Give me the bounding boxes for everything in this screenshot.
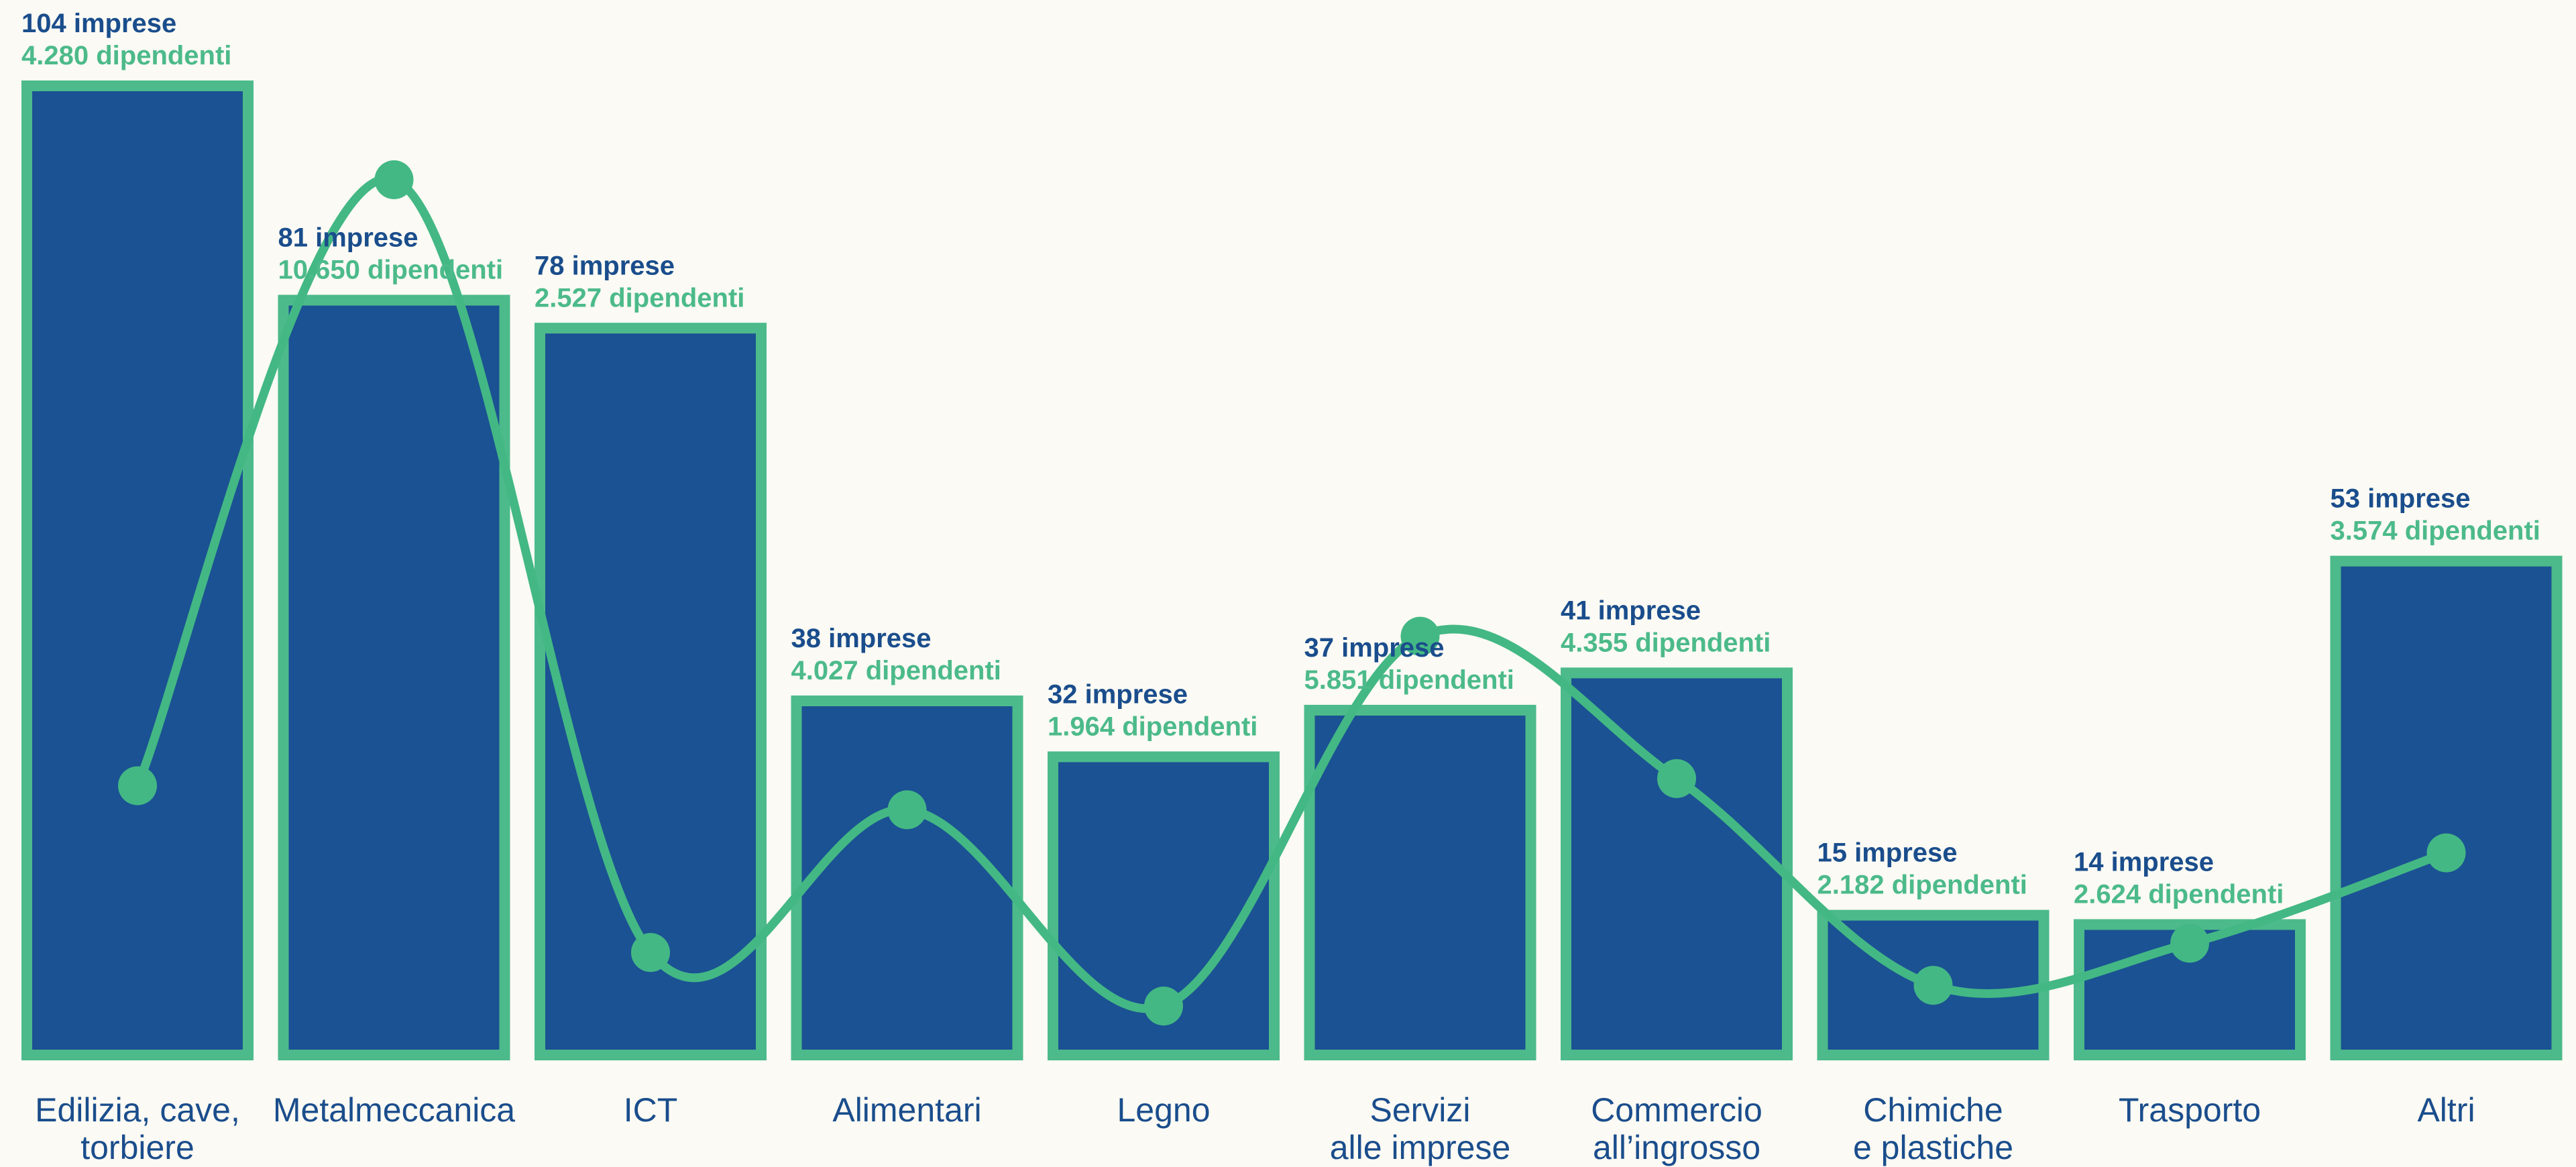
category-label-5: Servizi — [1369, 1091, 1470, 1129]
dipendenti-label-0: 4.280 dipendenti — [21, 41, 231, 70]
imprese-label-3: 38 imprese — [791, 624, 932, 653]
bar-5 — [1304, 704, 1536, 1060]
imprese-label-1: 81 imprese — [278, 223, 418, 253]
dipendenti-label-6: 4.355 dipendenti — [1561, 628, 1771, 657]
dipendenti-label-7: 2.182 dipendenti — [1817, 871, 2027, 900]
imprese-label-8: 14 imprese — [2074, 847, 2214, 877]
category-label-6-line1: all’ingrosso — [1593, 1129, 1760, 1166]
category-label-1: Metalmeccanica — [273, 1091, 515, 1129]
line-point-3 — [887, 790, 927, 830]
bar-0 — [21, 80, 254, 1060]
bar-1 — [278, 294, 510, 1061]
category-label-6: Commercio — [1591, 1091, 1762, 1129]
bar-2 — [535, 323, 767, 1060]
line-point-9 — [2426, 833, 2466, 873]
category-label-3: Alimentari — [832, 1091, 981, 1129]
category-label-0: Edilizia, cave, — [35, 1091, 240, 1129]
dipendenti-label-3: 4.027 dipendenti — [791, 656, 1001, 685]
dipendenti-label-1: 10.650 dipendenti — [278, 256, 504, 285]
line-point-4 — [1144, 987, 1183, 1025]
category-label-0-line1: torbiere — [80, 1129, 194, 1166]
bars-layer — [21, 80, 2563, 1061]
bar-8 — [2074, 919, 2306, 1060]
category-label-9: Altri — [2417, 1091, 2475, 1129]
dipendenti-label-2: 2.527 dipendenti — [535, 283, 744, 313]
dipendenti-label-4: 1.964 dipendenti — [1048, 712, 1257, 741]
imprese-label-5: 37 imprese — [1304, 633, 1445, 663]
line-point-6 — [1657, 759, 1696, 798]
imprese-label-4: 32 imprese — [1048, 679, 1188, 709]
dipendenti-label-5: 5.851 dipendenti — [1304, 665, 1514, 695]
dipendenti-label-9: 3.574 dipendenti — [2331, 516, 2540, 546]
labels-layer: 104 imprese 4.280 dipendenti Edilizia, cav… — [21, 9, 2540, 1166]
imprese-label-9: 53 imprese — [2331, 484, 2471, 514]
bar-4 — [1048, 751, 1280, 1061]
category-label-8: Trasporto — [2119, 1091, 2261, 1129]
line-layer — [118, 160, 2466, 1025]
imprese-label-0: 104 imprese — [21, 9, 176, 38]
category-label-7-line1: e plastiche — [1853, 1129, 2013, 1166]
imprese-label-2: 78 imprese — [535, 251, 675, 280]
category-label-4: Legno — [1117, 1091, 1210, 1129]
imprese-label-6: 41 imprese — [1561, 596, 1701, 625]
dipendenti-label-8: 2.624 dipendenti — [2074, 879, 2284, 909]
line-point-5 — [1400, 616, 1440, 656]
category-label-2: ICT — [624, 1091, 678, 1129]
line-point-2 — [631, 933, 670, 972]
line-point-8 — [2170, 924, 2209, 963]
bar-9 — [2330, 555, 2563, 1060]
line-point-0 — [118, 766, 157, 805]
dipendenti-line — [133, 174, 2451, 1013]
line-point-1 — [374, 160, 414, 199]
category-label-7: Chimiche — [1863, 1091, 2003, 1129]
bar-3 — [791, 696, 1023, 1061]
imprese-label-7: 15 imprese — [1817, 838, 1958, 868]
line-point-7 — [1913, 966, 1953, 1005]
bar-6 — [1561, 667, 1793, 1060]
category-label-5-line1: alle imprese — [1330, 1129, 1511, 1166]
